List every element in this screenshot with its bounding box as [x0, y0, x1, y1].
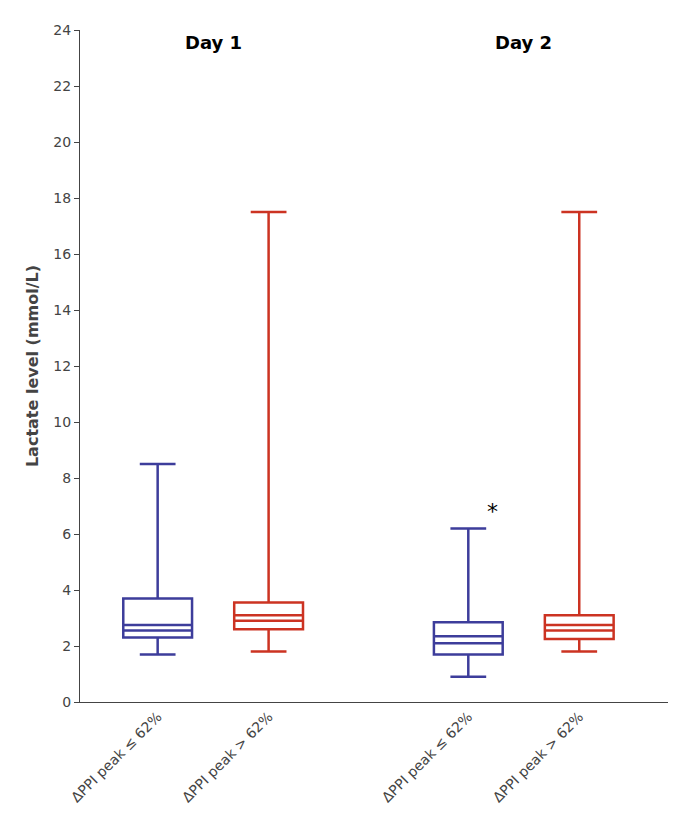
svg-text:4: 4	[62, 582, 71, 598]
svg-text:6: 6	[62, 526, 71, 542]
svg-text:2: 2	[62, 638, 71, 654]
svg-text:14: 14	[53, 302, 71, 318]
svg-text:ΔPPI peak > 62%: ΔPPI peak > 62%	[179, 709, 276, 806]
svg-text:8: 8	[62, 470, 71, 486]
svg-text:12: 12	[53, 358, 71, 374]
svg-text:10: 10	[53, 414, 71, 430]
svg-text:Day 1: Day 1	[185, 32, 242, 53]
svg-text:ΔPPI peak ≤ 62%: ΔPPI peak ≤ 62%	[68, 709, 165, 806]
svg-text:0: 0	[62, 694, 71, 710]
svg-text:ΔPPI peak > 62%: ΔPPI peak > 62%	[489, 709, 586, 806]
svg-text:Day 2: Day 2	[495, 32, 552, 53]
svg-text:22: 22	[53, 78, 71, 94]
svg-text:16: 16	[53, 246, 71, 262]
svg-text:18: 18	[53, 190, 71, 206]
svg-text:ΔPPI peak ≤ 62%: ΔPPI peak ≤ 62%	[379, 709, 476, 806]
svg-text:20: 20	[53, 134, 71, 150]
svg-text:*: *	[487, 499, 498, 524]
svg-text:24: 24	[53, 22, 71, 38]
svg-text:Lactate level (mmol/L): Lactate level (mmol/L)	[23, 265, 42, 467]
